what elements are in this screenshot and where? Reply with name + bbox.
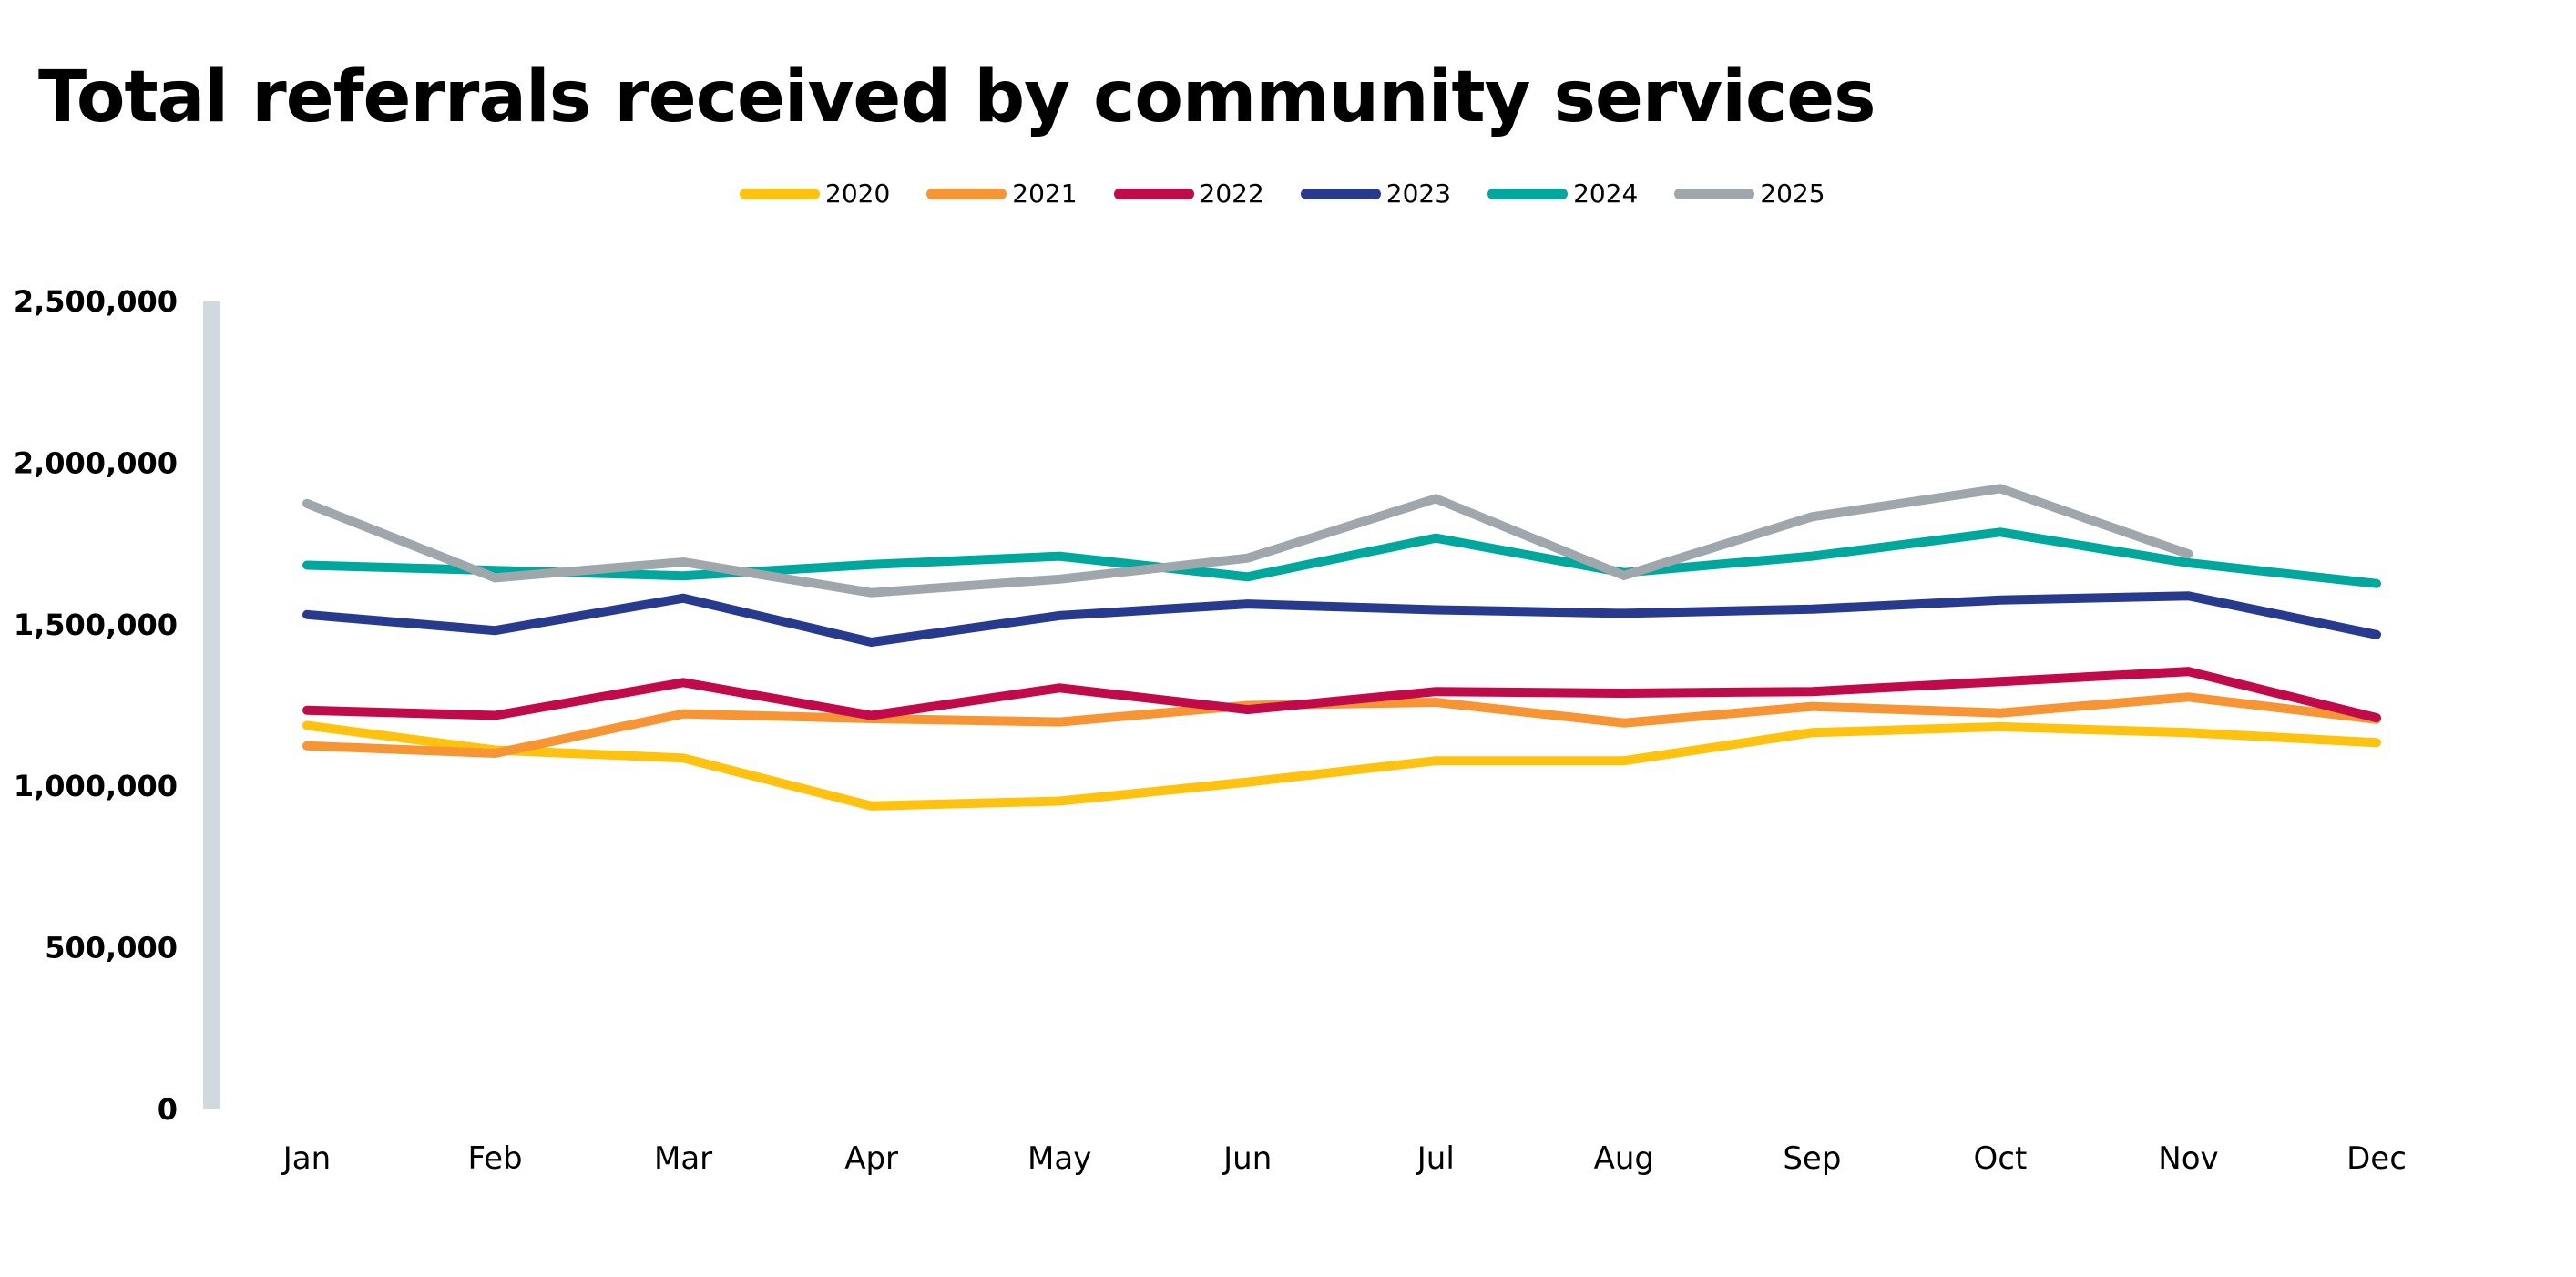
legend: 2020 2021 2022 2023 2024 2025	[740, 179, 1862, 209]
x-axis: Jan Feb Mar Apr May Jun Jul Aug Sep Oct Nov Dec	[281, 1140, 2407, 1177]
legend-item-2020: 2020	[740, 179, 890, 209]
legend-swatch	[1113, 188, 1194, 199]
x-tick-label: Sep	[1783, 1140, 1841, 1177]
y-tick-label: 1,500,000	[14, 608, 178, 642]
legend-swatch	[1300, 188, 1381, 199]
series-line-2025	[302, 484, 2193, 598]
x-tick-label: Aug	[1594, 1140, 1654, 1177]
legend-label: 2025	[1760, 179, 1825, 209]
legend-item-2025: 2025	[1674, 179, 1825, 209]
legend-item-2022: 2022	[1113, 179, 1264, 209]
x-tick-label: Jul	[1416, 1140, 1455, 1177]
series-line-2020	[302, 720, 2381, 811]
legend-swatch	[926, 188, 1007, 199]
legend-swatch	[740, 188, 820, 199]
y-tick-label: 2,000,000	[14, 445, 178, 480]
x-tick-label: Jun	[1222, 1140, 1272, 1177]
x-tick-label: May	[1027, 1140, 1091, 1177]
legend-swatch	[1674, 188, 1755, 199]
y-tick-label: 2,500,000	[14, 284, 178, 319]
legend-label: 2020	[825, 179, 891, 209]
legend-label: 2023	[1385, 179, 1452, 209]
series-line-2023	[302, 591, 2381, 648]
x-tick-label: Feb	[467, 1140, 522, 1177]
x-tick-label: Nov	[2158, 1140, 2218, 1177]
legend-label: 2021	[1012, 179, 1078, 209]
series-line-2022	[302, 667, 2381, 722]
x-tick-label: Oct	[1974, 1140, 2028, 1177]
y-axis: 0 500,000 1,000,000 1,500,000 2,000,000 2,500…	[14, 284, 220, 1127]
legend-item-2023: 2023	[1300, 179, 1452, 209]
series-line-2024	[302, 527, 2381, 588]
legend-item-2024: 2024	[1487, 179, 1638, 209]
legend-item-2021: 2021	[926, 179, 1078, 209]
x-tick-label: Jan	[281, 1140, 331, 1177]
y-tick-label: 1,000,000	[14, 769, 178, 803]
y-axis-line	[203, 301, 220, 1109]
x-tick-label: Mar	[654, 1140, 712, 1177]
y-tick-label: 0	[158, 1092, 178, 1127]
x-tick-label: Apr	[844, 1140, 898, 1177]
chart-title: Total referrals received by community se…	[38, 56, 1876, 138]
legend-label: 2022	[1199, 179, 1264, 209]
y-tick-label: 500,000	[45, 931, 178, 965]
series-lines	[302, 484, 2381, 811]
legend-label: 2024	[1573, 179, 1639, 209]
x-tick-label: Dec	[2346, 1140, 2407, 1177]
legend-swatch	[1487, 188, 1569, 199]
